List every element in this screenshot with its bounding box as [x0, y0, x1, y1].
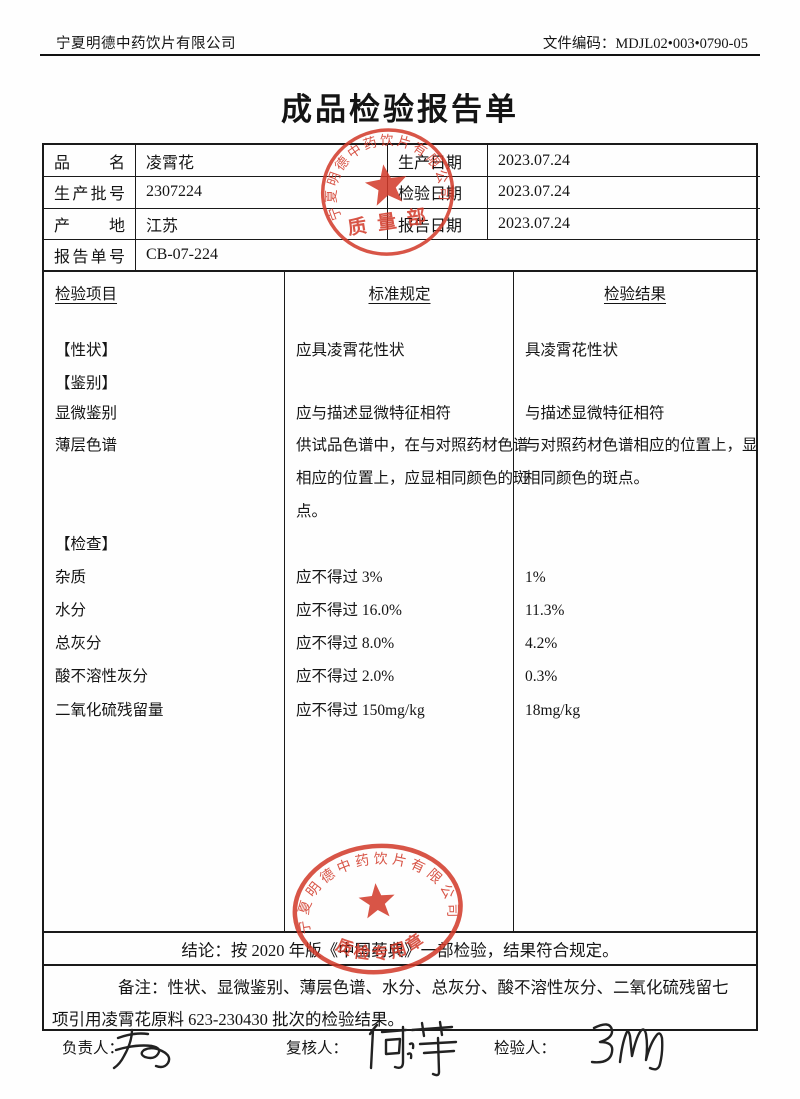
info-label-origin: 产地: [44, 207, 135, 239]
conclusion-row: 结论：按 2020 年版《中国药典》一部检验，结果符合规定。: [42, 933, 758, 966]
note-line2: 项引用凌霄花原料 623-230430 批次的检验结果。: [52, 1010, 404, 1029]
spec-standard: 点。: [296, 503, 328, 520]
reviewer-signature-image: [356, 1020, 471, 1078]
spec-item: 酸不溶性灰分: [55, 668, 149, 685]
reviewer-label: 复核人：: [286, 1040, 349, 1057]
info-label-batch: 生产批号: [44, 176, 135, 207]
stamp-dept-text: 质量部: [346, 203, 439, 240]
spec-item: 显微鉴别: [55, 405, 118, 422]
spec-item: 【鉴别】: [55, 375, 118, 392]
info-table: 品名 凌霄花 生产日期 2023.07.24 生产批号 2307224 检验日期…: [42, 143, 760, 272]
info-value-batch: 2307224: [135, 176, 387, 208]
info-value-product: 凌霄花: [135, 145, 387, 177]
svg-text:质检专用章: 质检专用章: [332, 927, 431, 967]
quality-dept-stamp: 宁夏明德中药饮片有限公司 质量部: [292, 104, 484, 286]
spec-table: 检验项目 【性状】 【鉴别】 显微鉴别 薄层色谱 【检查】 杂质 水分 总灰分 …: [42, 272, 758, 933]
spec-standard: 应与描述显微特征相符: [296, 405, 452, 422]
stamp-border: [292, 843, 463, 975]
info-label-report-no: 报告单号: [44, 238, 135, 270]
spec-result: 具凌霄花性状: [525, 342, 619, 359]
spec-item: 【检查】: [55, 536, 118, 553]
spec-result: 1%: [525, 569, 546, 586]
spec-standard: 应不得过 16.0%: [296, 602, 402, 619]
star-icon: [358, 883, 395, 919]
stamp-border: [320, 128, 455, 256]
spec-result: 4.2%: [525, 635, 558, 652]
page-title: 成品检验报告单: [281, 92, 519, 127]
spec-standard: 应不得过 8.0%: [296, 635, 395, 652]
spec-standard: 应具凌霄花性状: [296, 342, 405, 359]
qc-seal-stamp: 宁夏明德中药饮片有限公司 质检专用章: [282, 832, 474, 992]
responsible-label: 负责人：: [62, 1040, 125, 1057]
doc-code: 文件编码：MDJL02•003•0790-05: [542, 36, 748, 52]
spec-standard: 应不得过 2.0%: [296, 668, 395, 685]
spec-item: 薄层色谱: [55, 437, 118, 454]
note-line1: 备注：性状、显微鉴别、薄层色谱、水分、总灰分、酸不溶性灰分、二氧化硫残留七: [118, 978, 729, 997]
star-icon: [364, 164, 407, 206]
info-label-product: 品名: [54, 154, 125, 172]
spec-item: 二氧化硫残留量: [55, 702, 164, 719]
spec-column-items: 检验项目 【性状】 【鉴别】 显微鉴别 薄层色谱 【检查】 杂质 水分 总灰分 …: [44, 272, 284, 931]
spec-item: 杂质: [55, 569, 87, 586]
inspector-label: 检验人：: [494, 1040, 557, 1057]
info-value-inspection-date: 2023.07.24: [487, 176, 760, 208]
stamp-title-text: 质检专用章: [332, 927, 431, 967]
header-divider: [40, 54, 760, 56]
spec-result: 相同颜色的斑点。: [525, 470, 650, 487]
info-value-origin: 江苏: [135, 207, 387, 239]
spec-column-standard: 标准规定 应具凌霄花性状 应与描述显微特征相符 供试品色谱中，在与对照药材色谱 …: [284, 272, 529, 931]
info-value-report-date: 2023.07.24: [487, 207, 760, 239]
spec-column-result: 检验结果 具凌霄花性状 与描述显微特征相符 与对照药材色谱相应的位置上，显 相同…: [513, 272, 758, 931]
spec-standard: 供试品色谱中，在与对照药材色谱: [296, 437, 529, 454]
spec-result: 11.3%: [525, 602, 565, 619]
spec-result: 与对照药材色谱相应的位置上，显: [525, 437, 758, 454]
conclusion-text: 结论：按 2020 年版《中国药典》一部检验，结果符合规定。: [181, 940, 619, 960]
spec-item: 【性状】: [55, 342, 118, 359]
spec-standard: 相应的位置上，应显相同颜色的斑: [296, 470, 529, 487]
spec-result: 18mg/kg: [525, 702, 581, 719]
spec-item: 总灰分: [55, 635, 102, 652]
info-value-report-no: CB-07-224: [135, 238, 760, 270]
spec-standard: 应不得过 3%: [296, 569, 383, 586]
spec-result: 与描述显微特征相符: [525, 405, 665, 422]
responsible-signature-image: [102, 1026, 194, 1074]
company-name: 宁夏明德中药饮片有限公司: [56, 36, 236, 52]
spec-header-standard: 标准规定: [368, 286, 431, 303]
spec-header-result: 检验结果: [603, 286, 666, 303]
inspector-signature-image: [566, 1018, 671, 1080]
spec-item: 水分: [55, 602, 87, 619]
info-value-production-date: 2023.07.24: [487, 145, 760, 177]
spec-result: 0.3%: [525, 668, 558, 685]
spec-standard: 应不得过 150mg/kg: [296, 702, 425, 719]
spec-header-item: 检验项目: [55, 286, 118, 303]
